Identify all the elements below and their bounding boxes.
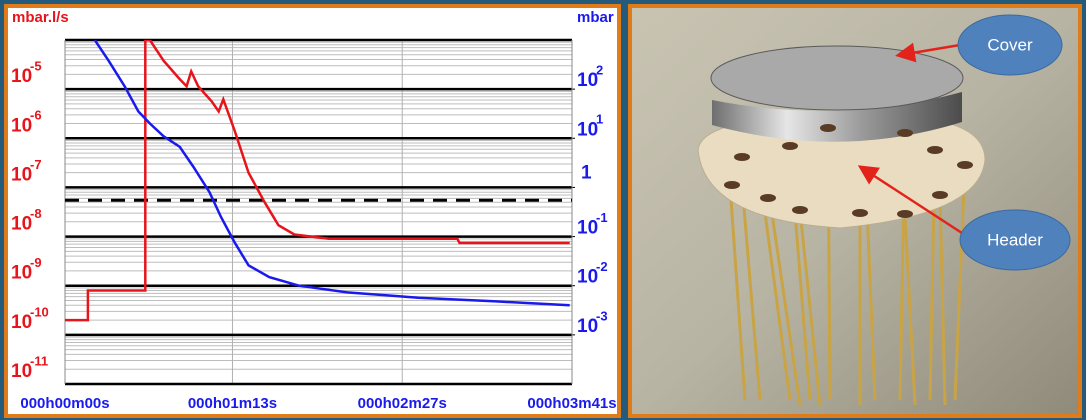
tick-exponent: 1 [596, 112, 603, 127]
y2-axis-label: mbar [577, 9, 614, 26]
photo-label: Cover [987, 35, 1033, 54]
tick-label: 10 [11, 164, 32, 185]
tick-label: 10 [11, 312, 32, 333]
tick-exponent: -11 [30, 353, 48, 368]
tick-label: 10 [577, 70, 598, 91]
tick-exponent: -2 [596, 259, 608, 274]
tick-exponent: 2 [596, 63, 603, 78]
tick-exponent: -10 [30, 304, 49, 319]
cover-top [711, 46, 963, 110]
x-tick-label: 000h00m00s [20, 395, 109, 412]
page: {"chart_data": {"type": "line", "ylabel"… [0, 0, 1086, 420]
tick-exponent: -6 [30, 108, 42, 123]
photo-panel: Cover Header [630, 6, 1080, 416]
tick-exponent: -8 [30, 206, 42, 221]
tick-label: 10 [11, 263, 32, 284]
tick-label: 10 [11, 214, 32, 235]
x-tick-label: 000h02m27s [358, 395, 447, 412]
tick-exponent: -9 [30, 255, 42, 270]
tick-label: 10 [577, 119, 598, 140]
tick-exponent: -5 [30, 59, 42, 74]
tick-label: 10 [11, 115, 32, 136]
y-axis-label: mbar.l/s [12, 9, 69, 26]
x-tick-label: 000h03m41s [527, 395, 616, 412]
tick-label: 10 [577, 316, 598, 337]
tick-label: 10 [11, 66, 32, 87]
tick-exponent: -1 [596, 210, 608, 225]
tick-label: 10 [577, 218, 598, 239]
x-tick-label: 000h01m13s [188, 395, 277, 412]
tick-exponent: -3 [596, 308, 608, 323]
tick-label: 10 [577, 267, 598, 288]
photo-label: Header [987, 230, 1043, 249]
tick-label: 10 [11, 361, 32, 382]
tick-exponent: -7 [30, 157, 42, 172]
figure: mbar.l/s mbar 000h00m00s 000h01m13s 000h02… [0, 0, 1086, 420]
tick-label: 1 [581, 162, 592, 183]
